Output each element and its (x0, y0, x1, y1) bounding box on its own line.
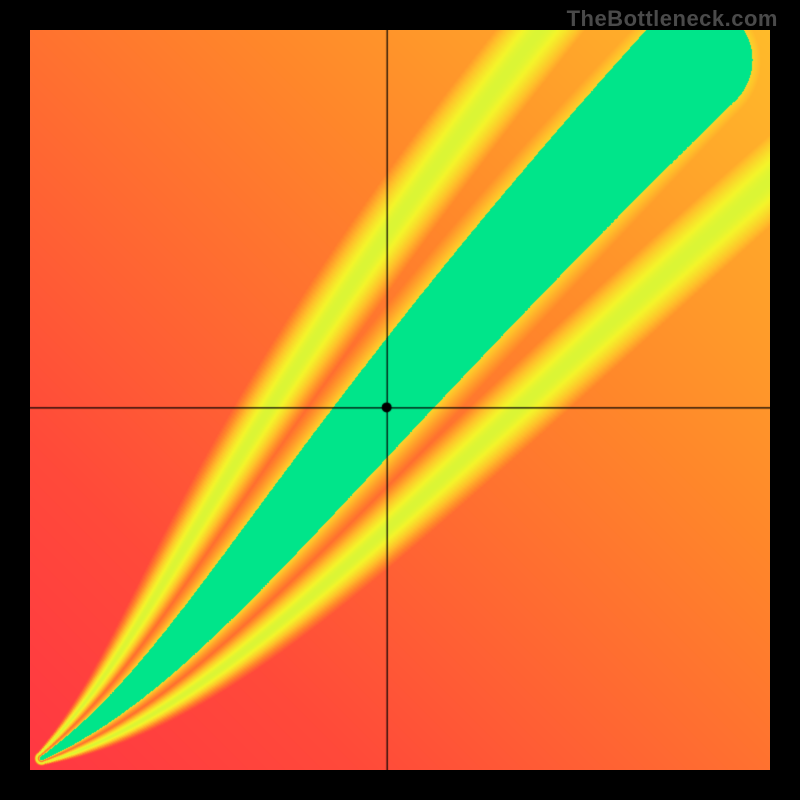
watermark-text: TheBottleneck.com (567, 6, 778, 32)
heatmap-plot (30, 30, 770, 770)
chart-container: TheBottleneck.com (0, 0, 800, 800)
heatmap-canvas (30, 30, 770, 770)
